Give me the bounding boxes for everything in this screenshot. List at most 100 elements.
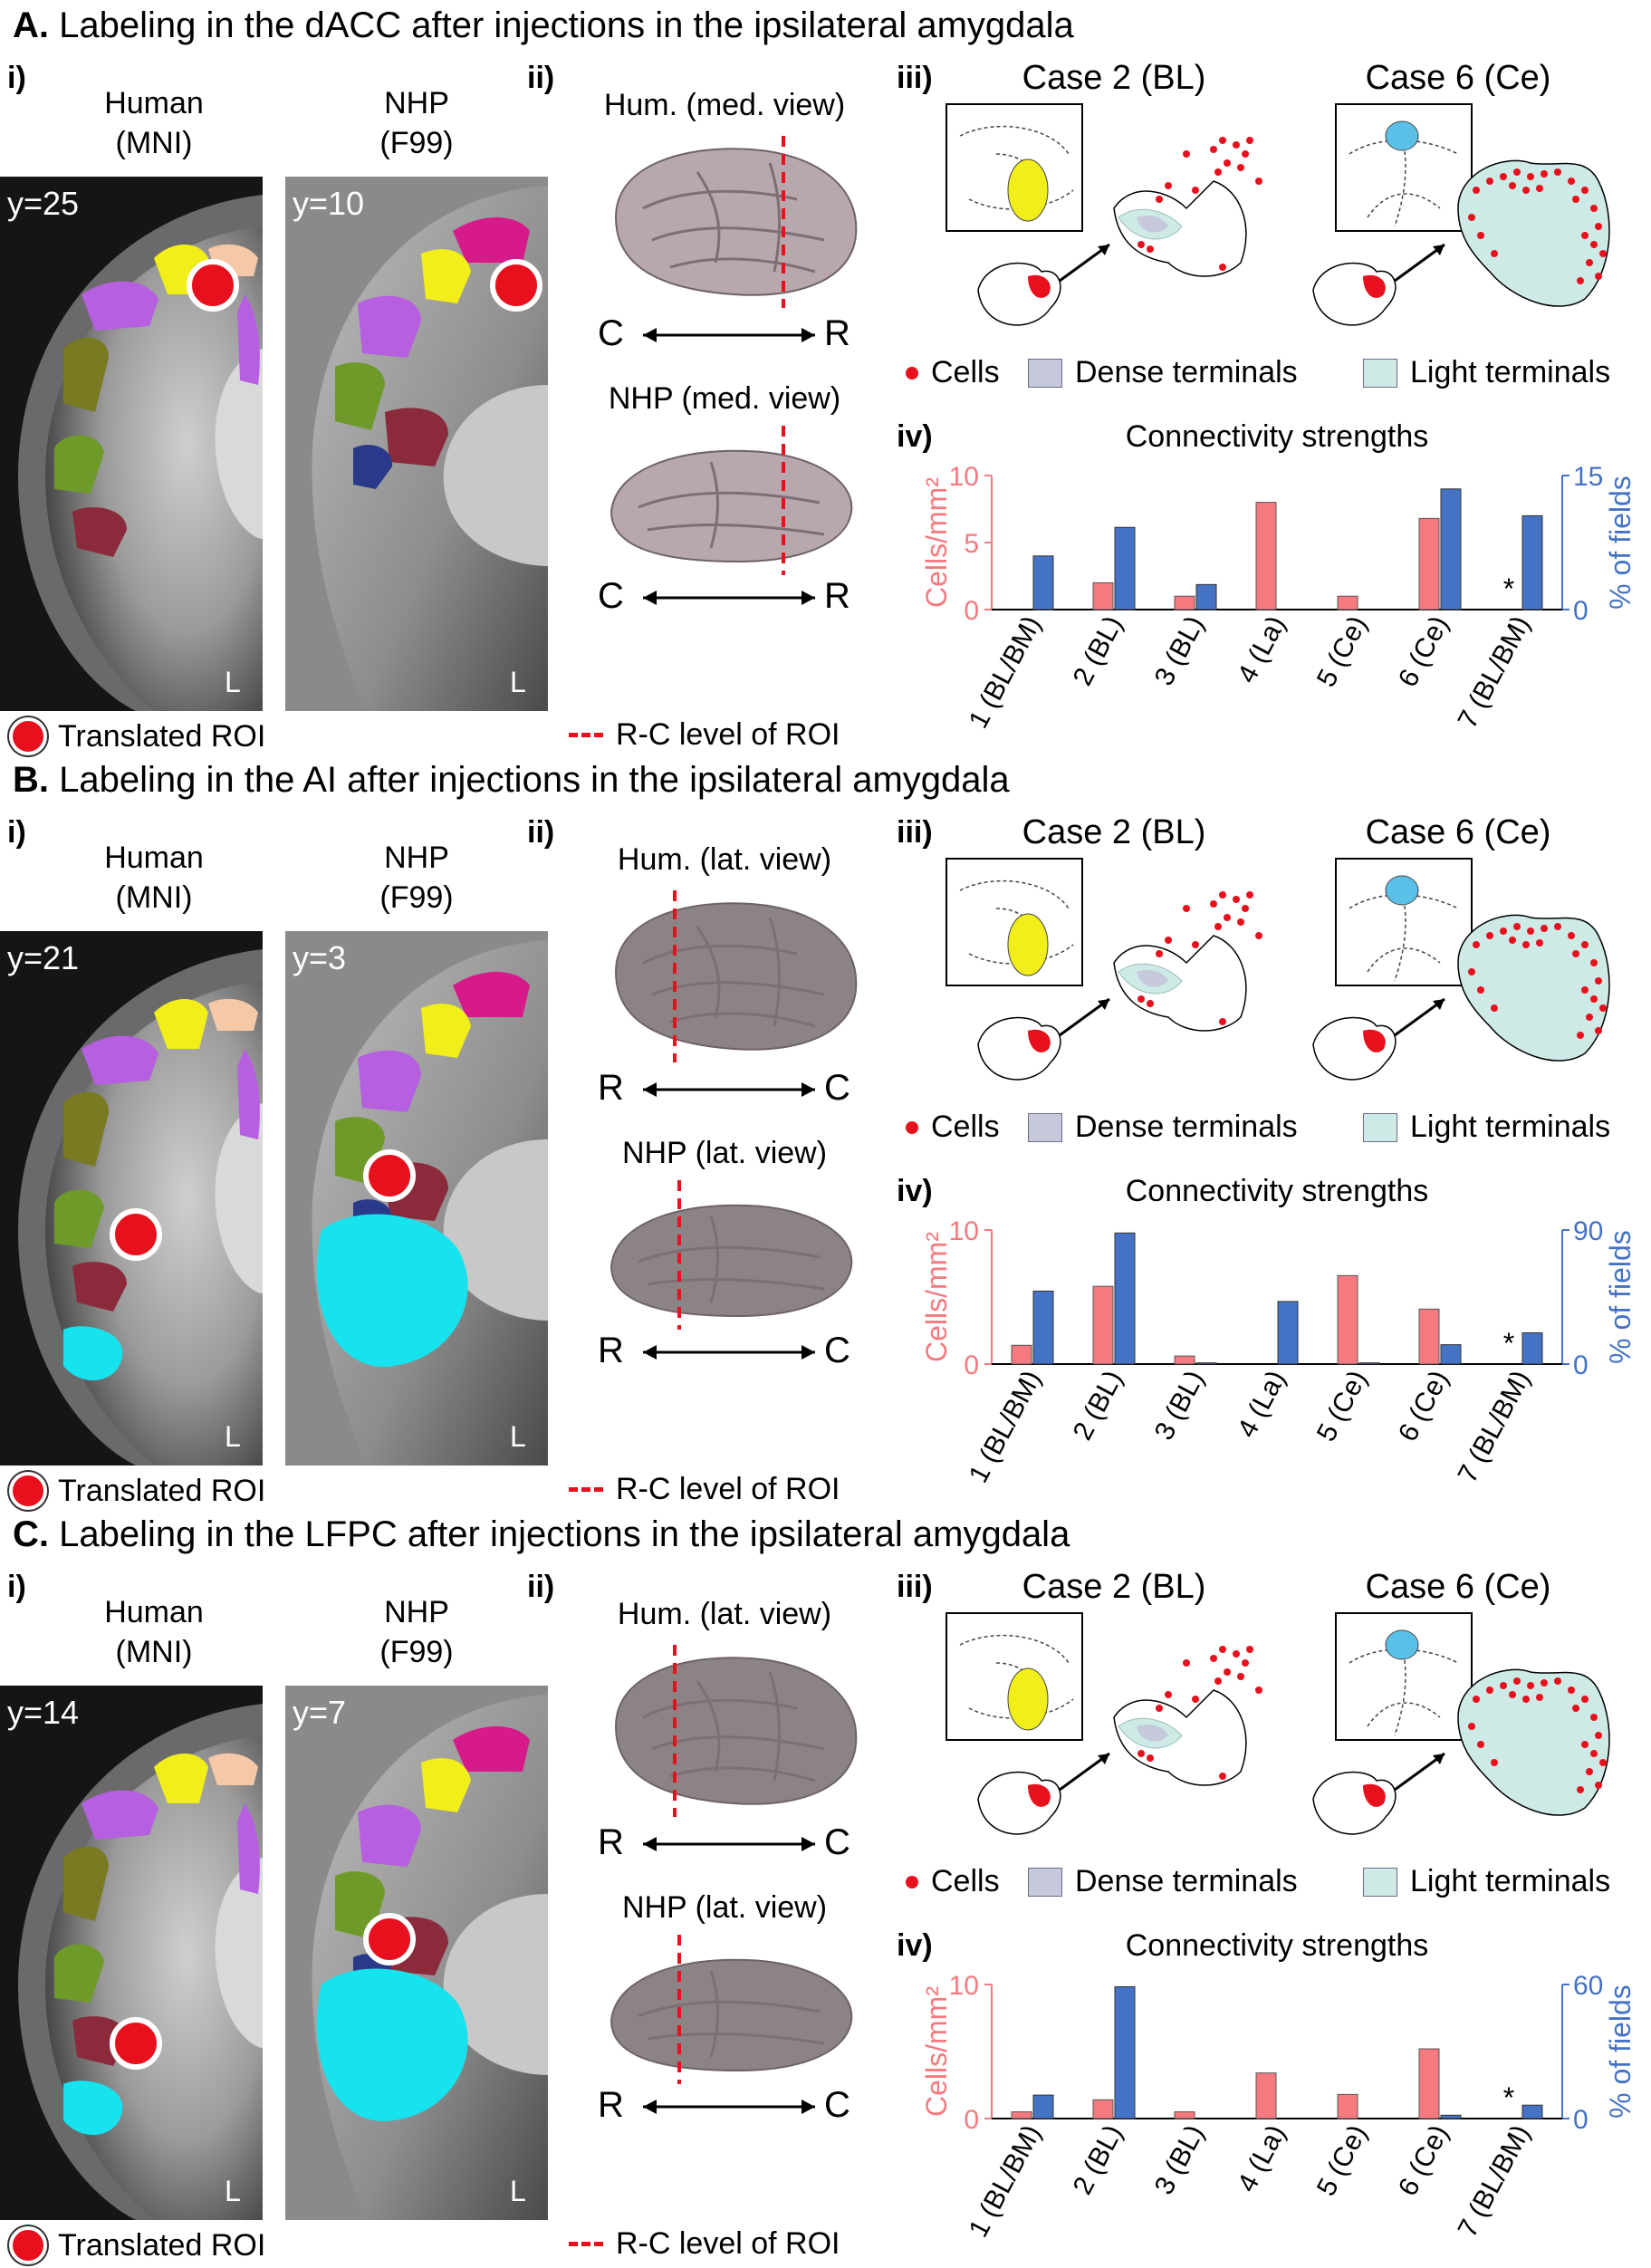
left-y-axis-label: Cells/mm² <box>920 1986 953 2117</box>
right-y-axis-label: % of fields <box>1604 476 1637 610</box>
right-y-tick-label: 0 <box>1573 2105 1589 2135</box>
bar-cells-4 <box>1255 502 1277 610</box>
missing-data-asterisk: * <box>1503 1327 1514 1360</box>
x-tick-label: 6 (Ce) <box>1393 611 1454 692</box>
x-tick-label: 2 (BL) <box>1068 1366 1128 1446</box>
light-terminals-swatch-icon <box>1363 358 1397 388</box>
nhp-brain-view-label: NHP (med. view) <box>608 381 841 416</box>
bar-cells-2 <box>1092 2099 1114 2119</box>
nhp-axis-arrow <box>643 591 815 605</box>
left-y-tick-label: 10 <box>949 1971 979 2001</box>
dashed-line-icon <box>569 1487 603 1492</box>
axis-left-label: C <box>598 313 624 353</box>
bar-cells-1 <box>1011 2111 1032 2119</box>
nhp-label: NHP <box>384 86 449 120</box>
nhp-axis-arrow <box>643 2100 815 2114</box>
legend-dense-terminals: Dense terminals <box>1028 355 1298 390</box>
bar-cells-2 <box>1092 581 1114 610</box>
bar-cells-5 <box>1337 595 1358 610</box>
subpanel-i-label: i) <box>7 61 26 95</box>
legend-light-terminals: Light terminals <box>1363 1864 1610 1899</box>
case-2-title: Case 2 (BL) <box>1022 1568 1206 1606</box>
panel-title-text: Labeling in the AI after injections in t… <box>59 760 1010 800</box>
figure-panel-1: A. Labeling in the dACC after injections… <box>0 0 1651 755</box>
bar-fields-6 <box>1440 488 1462 610</box>
nhp-template-label: (F99) <box>379 1635 454 1669</box>
dashed-line-icon <box>569 733 603 737</box>
panel-title: C. Labeling in the LFPC after injections… <box>13 1513 1070 1556</box>
nhp-mri-image <box>285 177 548 711</box>
x-tick-label: 1 (BL/BM) <box>964 611 1048 734</box>
right-y-tick-label: 15 <box>1573 462 1603 492</box>
axis-right-label: C <box>824 1331 850 1370</box>
human-axis-arrow <box>643 1082 815 1097</box>
left-y-tick-label: 0 <box>964 2105 979 2135</box>
right-y-axis-label: % of fields <box>1604 1985 1637 2119</box>
dense-terminals-swatch-icon <box>1028 1867 1062 1897</box>
x-tick-label: 2 (BL) <box>1068 2120 1128 2200</box>
nhp-brain-view-label: NHP (lat. view) <box>621 1136 828 1170</box>
legend-light-label: Light terminals <box>1410 1864 1611 1898</box>
legend-light-label: Light terminals <box>1410 1110 1611 1144</box>
nhp-slice-coordinate: y=3 <box>293 939 347 976</box>
panel-title: A. Labeling in the dACC after injections… <box>13 4 1074 47</box>
legend-cells-label: Cells <box>931 1110 1000 1144</box>
nhp-brain-view-label: NHP (lat. view) <box>621 1890 828 1925</box>
legend-cells: Cells <box>906 355 1000 390</box>
nhp-label: NHP <box>384 841 449 875</box>
nhp-template-label: (F99) <box>379 126 454 160</box>
x-tick-label: 4 (La) <box>1232 2120 1291 2197</box>
nhp-template-label: (F99) <box>379 880 454 915</box>
subpanel-i-label: i) <box>7 1570 26 1604</box>
bar-cells-5 <box>1337 1274 1358 1365</box>
bar-fields-2 <box>1114 1985 1136 2119</box>
case-6-tracing-drawing <box>1312 1612 1610 1835</box>
x-tick-label: 4 (La) <box>1232 611 1291 688</box>
panel-letter: C. <box>13 1514 49 1554</box>
bar-fields-6 <box>1440 2114 1462 2119</box>
nhp-brain-surface-icon <box>610 1180 853 1330</box>
case-2-title: Case 2 (BL) <box>1022 813 1206 851</box>
subpanel-ii-label: ii) <box>527 1570 555 1604</box>
bar-fields-1 <box>1032 2094 1054 2119</box>
dashed-line-icon <box>569 2242 603 2246</box>
human-mri-slice: y=21 L <box>0 931 263 1466</box>
x-tick-label: 6 (Ce) <box>1393 1366 1454 1446</box>
cell-dot-icon <box>906 1120 918 1134</box>
chart-title: Connectivity strengths <box>1126 1174 1429 1208</box>
x-tick-label: 7 (BL/BM) <box>1453 2120 1537 2243</box>
human-mri-image <box>0 1686 263 2220</box>
nhp-brain-surface-icon <box>610 1935 853 2084</box>
connectivity-chart: Connectivity strengths 0 10 0 90 Cells/mm² % o… <box>892 1167 1648 1514</box>
axis-right-label: R <box>824 313 850 353</box>
x-tick-label: 5 (Ce) <box>1311 611 1373 692</box>
left-y-axis-label: Cells/mm² <box>920 1232 953 1362</box>
bar-cells-3 <box>1174 1355 1195 1365</box>
subpanel-iii-label: iii) <box>897 61 933 95</box>
human-brain-surface-icon <box>614 890 858 1062</box>
panel-title: B. Labeling in the AI after injections i… <box>13 758 1010 802</box>
human-label: Human <box>104 86 204 120</box>
human-template-label: (MNI) <box>115 126 193 160</box>
human-axis-arrow <box>643 328 815 342</box>
nhp-label: NHP <box>384 1595 449 1629</box>
roi-legend-label: Translated ROI <box>58 718 266 754</box>
nhp-axis-arrow <box>643 1345 815 1360</box>
legend-cells: Cells <box>906 1864 1000 1899</box>
connectivity-bar-chart: Connectivity strengths 0 5 10 0 15 Cells/mm² % … <box>920 419 1637 734</box>
human-mri-slice: y=25 L <box>0 177 263 711</box>
nhp-slice-coordinate: y=7 <box>293 1694 347 1731</box>
right-y-tick-label: 0 <box>1573 596 1589 626</box>
bar-cells-2 <box>1092 1285 1114 1365</box>
bar-cells-4 <box>1255 2072 1277 2119</box>
roi-dot-icon <box>9 1472 47 1510</box>
case-2-tracing-drawing <box>945 858 1262 1081</box>
roi-legend: Translated ROI <box>9 2226 265 2264</box>
bar-fields-7 <box>1521 2104 1543 2119</box>
bar-fields-3 <box>1195 583 1217 610</box>
human-axis-arrow <box>643 1837 815 1851</box>
roi-dot-icon <box>9 2226 47 2264</box>
rc-level-legend: R-C level of ROI <box>569 717 840 753</box>
chart-title: Connectivity strengths <box>1126 1928 1429 1963</box>
left-y-tick-label: 10 <box>949 1216 979 1246</box>
